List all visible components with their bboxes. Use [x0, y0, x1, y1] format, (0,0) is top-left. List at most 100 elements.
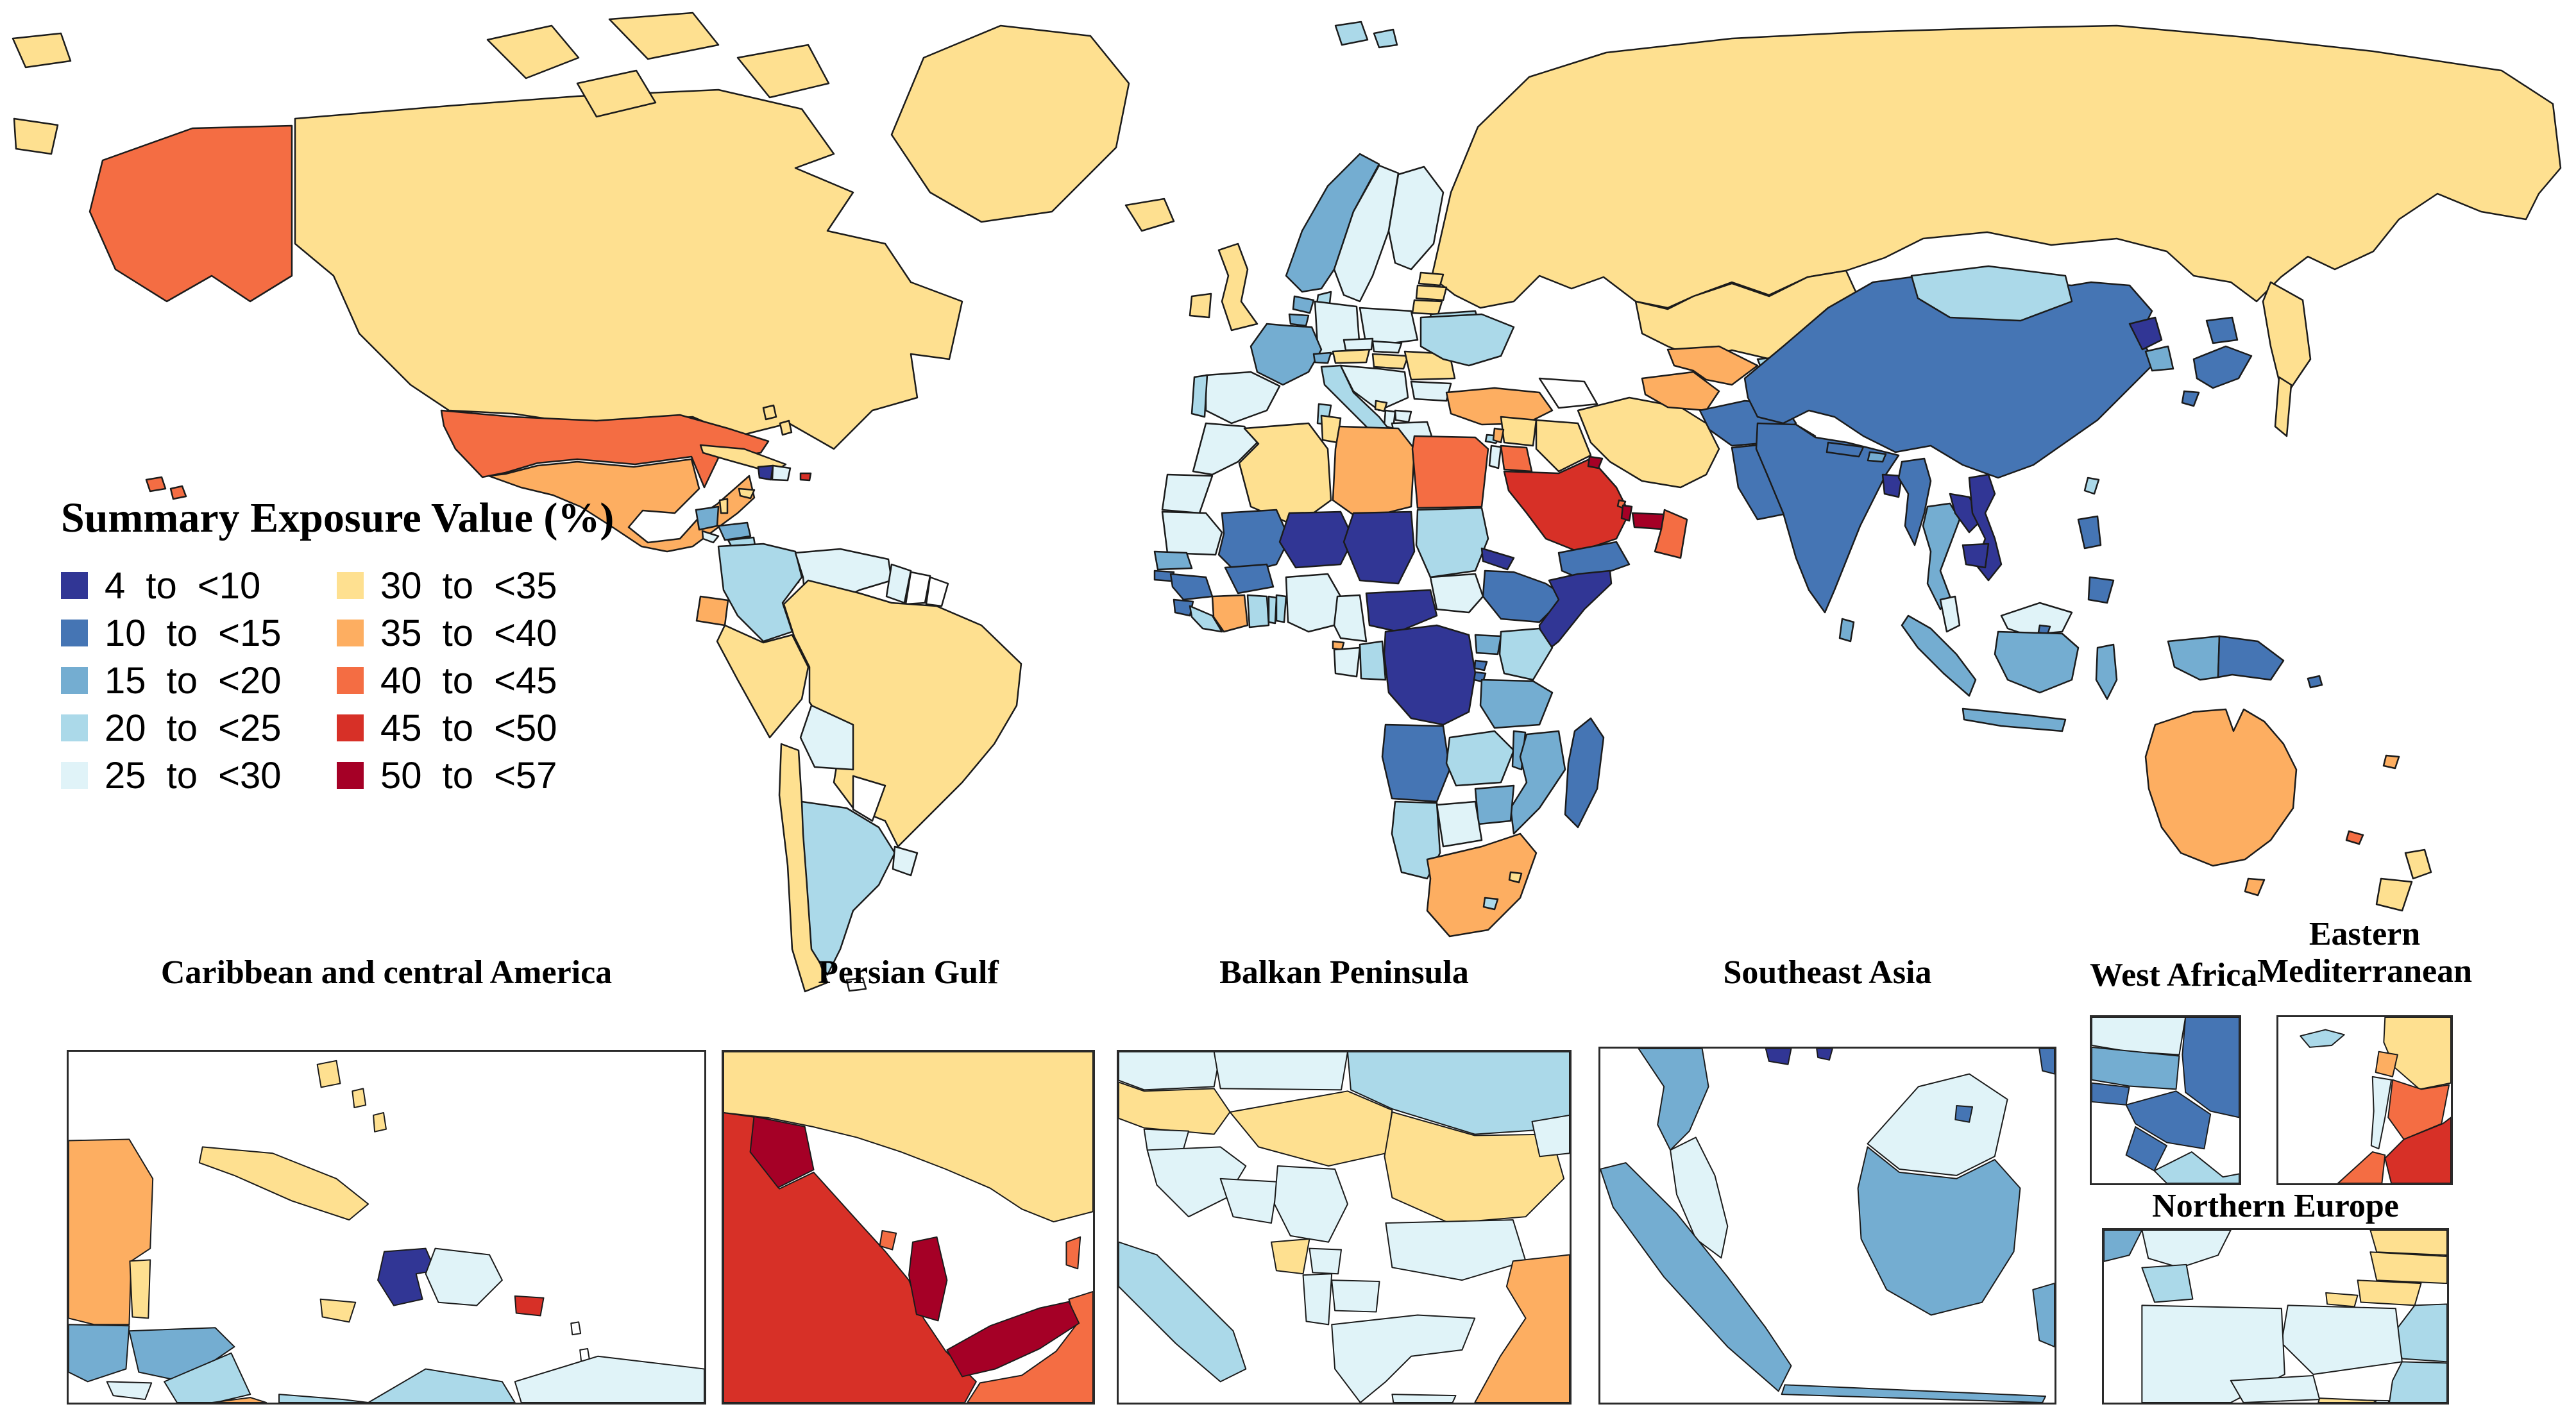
country-russia-west-sliver [12, 32, 72, 69]
country-finland [1387, 165, 1445, 271]
country-senegal [2092, 1046, 2180, 1090]
legend-label: 35 to <40 [380, 612, 557, 654]
country-uganda [1474, 634, 1502, 655]
inset-persian-gulf [722, 1050, 1095, 1405]
country-bahamas3 [373, 1111, 387, 1133]
country-new-caledonia [2345, 830, 2364, 845]
country-colombia [368, 1368, 516, 1403]
country-nepal [1826, 441, 1865, 458]
inset-southeast-asia-map [1600, 1049, 2055, 1403]
country-caucasus [1538, 377, 1598, 409]
country-togo [1267, 595, 1278, 625]
country-french-guiana [925, 576, 949, 607]
country-belarus [2394, 1303, 2447, 1363]
country-france [1250, 323, 1323, 386]
inset-west-africa-map [2092, 1017, 2239, 1183]
legend-item: 25 to <30 [61, 752, 337, 799]
country-lesotho [1482, 897, 1499, 911]
country-sri-lanka [1838, 618, 1855, 643]
country-jamaica [319, 1298, 357, 1323]
legend-label: 10 to <15 [105, 612, 282, 654]
country-austria [1119, 1081, 1231, 1135]
country-philippines-mindanao [2087, 576, 2115, 604]
country-thailand [1638, 1049, 1709, 1151]
inset-title-balkan: Balkan Peninsula [1219, 954, 1469, 991]
country-hawaii [145, 476, 167, 493]
country-moldova [1531, 1114, 1570, 1158]
country-latvia [2369, 1251, 2447, 1285]
country-ukraine [2389, 1361, 2447, 1403]
country-angola [1381, 723, 1451, 803]
country-bhutan [1867, 451, 1887, 463]
legend-label: 20 to <25 [105, 707, 282, 749]
country-guatemala [695, 505, 720, 531]
country-malaysia-peninsula [1939, 595, 1961, 633]
legend-swatch-icon [61, 667, 88, 694]
country-estonia [2369, 1230, 2447, 1256]
country-chad [1343, 510, 1416, 585]
inset-title-southeast-asia: Southeast Asia [1723, 954, 1932, 991]
country-australia-tasmania [2244, 877, 2266, 897]
country-poland [2280, 1304, 2403, 1375]
country-indonesia-papua [2167, 635, 2221, 681]
country-taiwan [2083, 477, 2100, 495]
country-ukraine [1346, 1052, 1570, 1135]
country-lebanon [1492, 427, 1505, 444]
inset-title-eastern-med: Eastern Mediterranean [2257, 916, 2473, 990]
country-hungary [1371, 353, 1409, 370]
inset-title-west-africa: West Africa [2090, 957, 2258, 993]
country-ukraine [1419, 313, 1515, 367]
country-dominican-republic [425, 1247, 503, 1306]
country-czechia [1119, 1052, 1221, 1091]
country-ghana [1246, 594, 1270, 629]
legend-label: 50 to <57 [380, 754, 557, 797]
country-cameroon [1333, 594, 1368, 643]
country-tanzania [1479, 679, 1554, 729]
country-kuwait [1587, 455, 1604, 469]
country-bahrain [879, 1229, 897, 1251]
country-rwanda [1473, 659, 1488, 671]
country-hawaii2 [169, 485, 187, 500]
country-kuwait [749, 1115, 815, 1188]
country-dr-congo [1383, 624, 1477, 726]
country-russia-sakhalin [2274, 376, 2292, 437]
legend-swatch-icon [61, 572, 88, 599]
country-denmark [2141, 1263, 2194, 1303]
country-zimbabwe [1474, 784, 1515, 825]
country-guinea [1169, 573, 1214, 601]
country-south-sudan [1429, 573, 1484, 614]
country-usa [440, 409, 770, 489]
country-slovakia [1213, 1052, 1348, 1091]
country-indonesia-kalimantan [1994, 630, 2080, 694]
country-sweden [2141, 1230, 2232, 1269]
legend-swatch-icon [337, 714, 364, 741]
country-japan-kyushu [2181, 390, 2200, 407]
country-eswatini [1508, 871, 1523, 884]
country-liberia [1189, 605, 1223, 633]
country-mongolia [1910, 265, 2073, 322]
country-el-salvador [106, 1381, 153, 1401]
country-syria [1500, 416, 1538, 447]
country-egypt [1411, 435, 1489, 509]
country-falkland-islands [845, 977, 867, 992]
country-libya [1332, 425, 1416, 521]
country-congo [1359, 640, 1387, 681]
country-united-kingdom [1217, 242, 1258, 332]
country-bulgaria [1410, 380, 1452, 402]
country-canada-arctic2 [608, 12, 720, 60]
country-niger [1278, 510, 1355, 569]
country-romania [1384, 1111, 1565, 1224]
country-iraq [1535, 419, 1592, 473]
country-montenegro [1374, 400, 1388, 412]
inset-eastern-med [2276, 1015, 2453, 1185]
country-cuba [198, 1146, 369, 1221]
inset-title-caribbean: Caribbean and central America [160, 954, 613, 991]
inset-caribbean-map [69, 1059, 704, 1403]
country-thailand [1922, 502, 1961, 611]
country-kenya [1498, 627, 1554, 681]
country-belize [718, 498, 729, 514]
country-nicaragua [164, 1352, 251, 1403]
legend-item: 30 to <35 [337, 562, 613, 609]
country-guinea [2125, 1090, 2212, 1150]
